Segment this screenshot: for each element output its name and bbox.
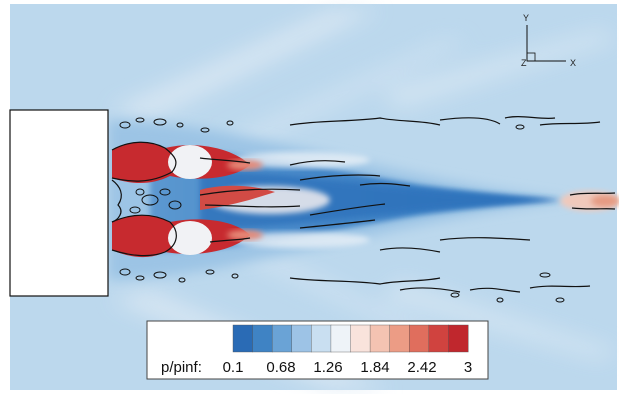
legend-swatch	[291, 324, 312, 353]
density-contour-lines	[111, 115, 616, 293]
legend-tick-1: 0.68	[266, 359, 295, 376]
legend-swatch	[252, 324, 273, 353]
nozzle-wall	[9, 109, 109, 297]
legend-swatch	[448, 324, 469, 353]
legend-swatch	[389, 324, 410, 353]
scattered-contour-dots	[119, 117, 565, 303]
color-legend: p/pinf: 0.1 0.68 1.26 1.84 2.42 3	[146, 320, 489, 380]
legend-swatch	[330, 324, 352, 353]
legend-swatch	[350, 324, 371, 353]
axis-triad: Y X Z	[521, 13, 576, 68]
axis-z-label: Z	[521, 58, 527, 68]
axis-x-label: X	[570, 58, 576, 68]
legend-swatch	[409, 324, 430, 353]
legend-swatch	[271, 324, 293, 353]
legend-tick-3: 1.84	[360, 359, 389, 376]
high-pressure-regions	[112, 142, 619, 258]
legend-tick-2: 1.26	[313, 359, 342, 376]
legend-tick-5: 3	[464, 359, 472, 376]
axis-y-label: Y	[523, 13, 529, 23]
legend-color-bar	[232, 324, 469, 353]
legend-tick-0: 0.1	[223, 359, 244, 376]
legend-swatch	[311, 324, 332, 353]
legend-swatch	[369, 324, 391, 353]
legend-variable-label: p/pinf:	[161, 359, 202, 376]
legend-tick-4: 2.42	[407, 359, 436, 376]
legend-swatch	[232, 324, 254, 353]
legend-swatch	[428, 324, 449, 353]
